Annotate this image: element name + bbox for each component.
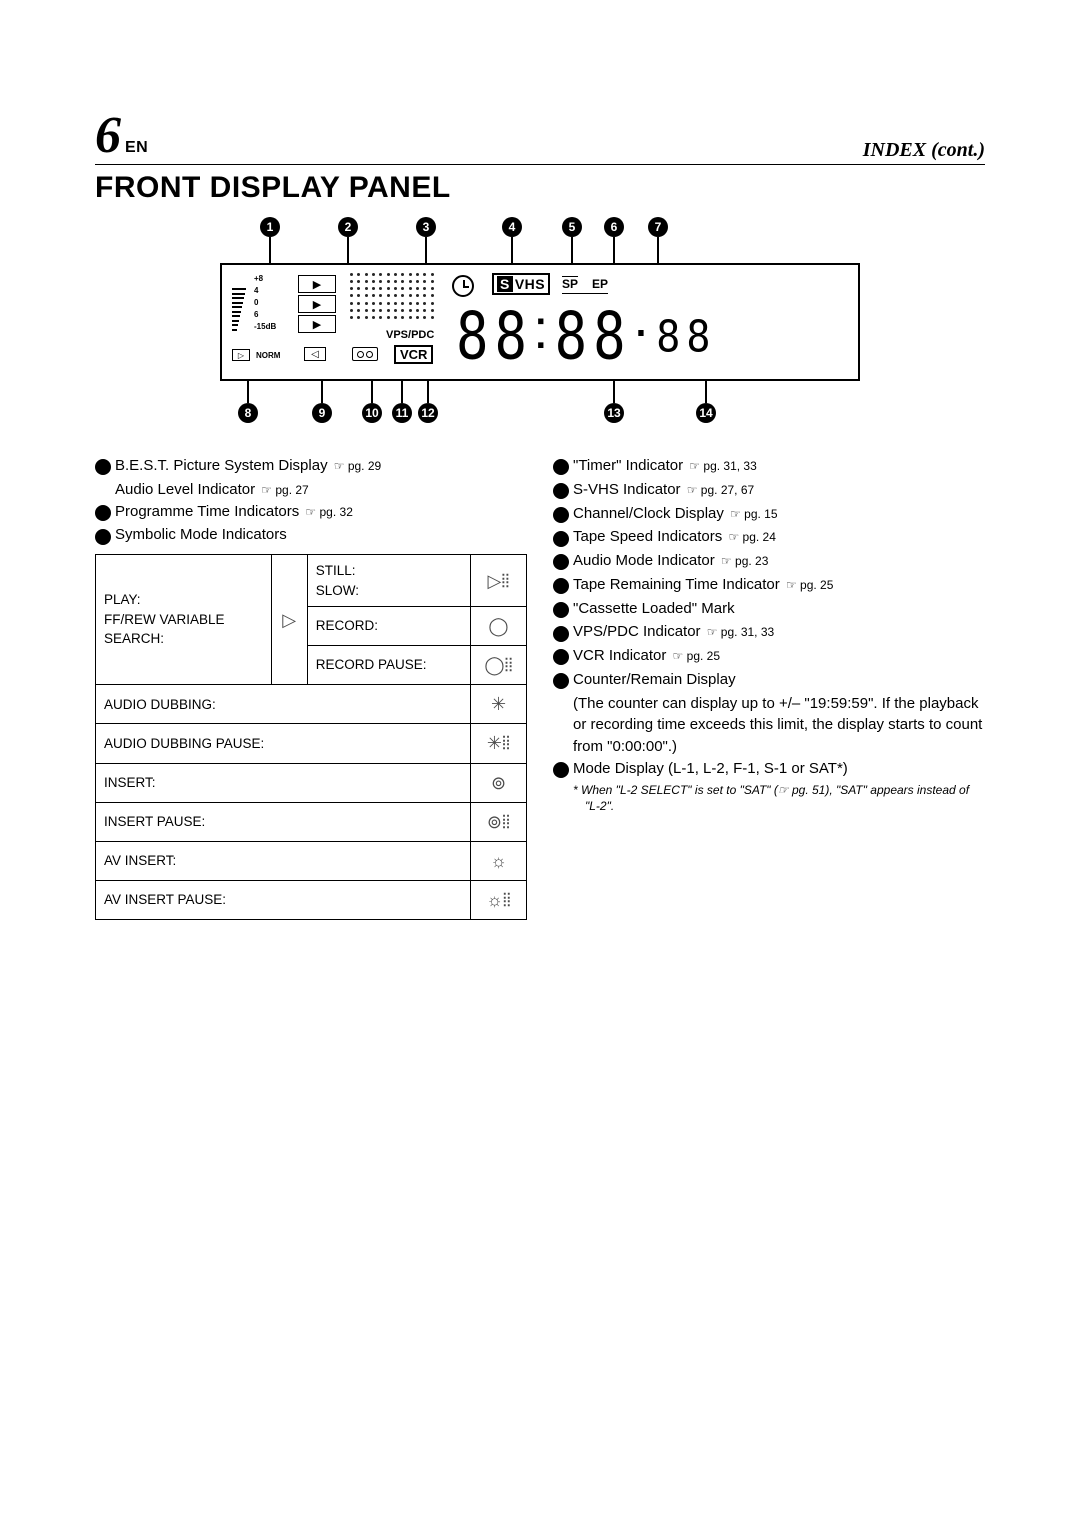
table-row: AV INSERT: ☼ (96, 841, 527, 880)
lcd-panel: +8 4 0 6 -15dB ▷ NORM ▶ ▶ ▶ ◁ (220, 263, 860, 381)
callout-7: 7 (648, 217, 668, 237)
item-12: 12VCR Indicator ☞ pg. 25 (553, 645, 985, 667)
mode-dotmatrix (350, 273, 436, 321)
callout-6: 6 (604, 217, 624, 237)
bottom-callouts: 8 9 10 11 12 13 14 (220, 381, 860, 427)
footnote: * When "L-2 SELECT" is set to "SAT" (☞ p… (553, 782, 985, 814)
seven-segment-display: 8 8 : 8 8 · 8 8 (456, 305, 710, 368)
dolby-icon: ▷ (232, 349, 250, 361)
level-4: 4 (254, 285, 276, 297)
level-6: 6 (254, 309, 276, 321)
vps-pdc-label: VPS/PDC (386, 329, 434, 341)
left-column: 1B.E.S.T. Picture System Display ☞ pg. 2… (95, 455, 527, 920)
callout-4: 4 (502, 217, 522, 237)
vcr-label: VCR (394, 345, 433, 364)
callout-10: 10 (362, 403, 382, 423)
tape-speed: SP EP (562, 277, 608, 294)
callout-14: 14 (696, 403, 716, 423)
item-11: 11VPS/PDC Indicator ☞ pg. 31, 33 (553, 621, 985, 643)
callout-12: 12 (418, 403, 438, 423)
callout-5: 5 (562, 217, 582, 237)
item-3: 3Symbolic Mode Indicators (95, 524, 527, 546)
page-header: 6 EN INDEX (cont.) (95, 110, 985, 165)
index-label: INDEX (cont.) (863, 139, 985, 162)
table-row: AV INSERT PAUSE: ☼⦙⦙ (96, 880, 527, 919)
item-9: 9Tape Remaining Time Indicator ☞ pg. 25 (553, 574, 985, 596)
timer-icon (452, 275, 474, 297)
callout-13: 13 (604, 403, 624, 423)
table-row: AUDIO DUBBING PAUSE: ✳⦙⦙ (96, 724, 527, 763)
record-icon: ◯ (471, 607, 527, 646)
item-2: 2Programme Time Indicators ☞ pg. 32 (95, 501, 527, 523)
item-8: 8Audio Mode Indicator ☞ pg. 23 (553, 550, 985, 572)
rewind-icon: ◁ (304, 347, 326, 361)
level-15db: -15dB (254, 321, 276, 333)
level-meter: +8 4 0 6 -15dB (232, 273, 276, 333)
table-row: AUDIO DUBBING: ✳ (96, 685, 527, 724)
lang-code: EN (125, 139, 148, 157)
display-panel-diagram: 1 2 3 4 5 6 7 +8 4 0 (220, 217, 860, 427)
play-icon: ▷ (271, 555, 307, 685)
description-columns: 1B.E.S.T. Picture System Display ☞ pg. 2… (95, 455, 985, 920)
audio-dub-pause-icon: ✳⦙⦙ (471, 724, 527, 763)
level-8: +8 (254, 273, 276, 285)
still-icon: ▷⦙⦙ (471, 555, 527, 607)
callout-9: 9 (312, 403, 332, 423)
table-row: INSERT: ⊚ (96, 763, 527, 802)
item-1b: Audio Level Indicator ☞ pg. 27 (95, 479, 527, 501)
page-title: FRONT DISPLAY PANEL (95, 171, 985, 205)
callout-1: 1 (260, 217, 280, 237)
callout-11: 11 (392, 403, 412, 423)
record-pause-icon: ◯⦙⦙ (471, 646, 527, 685)
svhs-badge: S VHS (492, 273, 550, 295)
insert-icon: ⊚ (471, 763, 527, 802)
page-number: 6 (95, 110, 121, 162)
level-0: 0 (254, 297, 276, 309)
right-column: 4"Timer" Indicator ☞ pg. 31, 33 5S-VHS I… (553, 455, 985, 920)
item-7: 7Tape Speed Indicators ☞ pg. 24 (553, 526, 985, 548)
item-1: 1B.E.S.T. Picture System Display ☞ pg. 2… (95, 455, 527, 477)
callout-2: 2 (338, 217, 358, 237)
item-4: 4"Timer" Indicator ☞ pg. 31, 33 (553, 455, 985, 477)
callout-8: 8 (238, 403, 258, 423)
top-callouts: 1 2 3 4 5 6 7 (220, 217, 860, 263)
item-13: 13Counter/Remain Display (553, 669, 985, 691)
mode-indicators-table: PLAY: FF/REW VARIABLE SEARCH: ▷ STILL: S… (95, 554, 527, 920)
cassette-icon (352, 347, 378, 361)
table-row: INSERT PAUSE: ⊚⦙⦙ (96, 802, 527, 841)
callout-3: 3 (416, 217, 436, 237)
av-insert-icon: ☼ (471, 841, 527, 880)
item-10: 10"Cassette Loaded" Mark (553, 598, 985, 620)
norm-label: NORM (256, 351, 280, 360)
av-insert-pause-icon: ☼⦙⦙ (471, 880, 527, 919)
insert-pause-icon: ⊚⦙⦙ (471, 802, 527, 841)
item-6: 6Channel/Clock Display ☞ pg. 15 (553, 503, 985, 525)
page-number-block: 6 EN (95, 110, 148, 162)
item-14: 14Mode Display (L-1, L-2, F-1, S-1 or SA… (553, 758, 985, 780)
item-13-note: (The counter can display up to +/– "19:5… (553, 693, 985, 758)
table-row: PLAY: FF/REW VARIABLE SEARCH: ▷ STILL: S… (96, 555, 527, 607)
program-time-indicators: ▶ ▶ ▶ (298, 275, 336, 335)
item-5: 5S-VHS Indicator ☞ pg. 27, 67 (553, 479, 985, 501)
audio-dub-icon: ✳ (471, 685, 527, 724)
